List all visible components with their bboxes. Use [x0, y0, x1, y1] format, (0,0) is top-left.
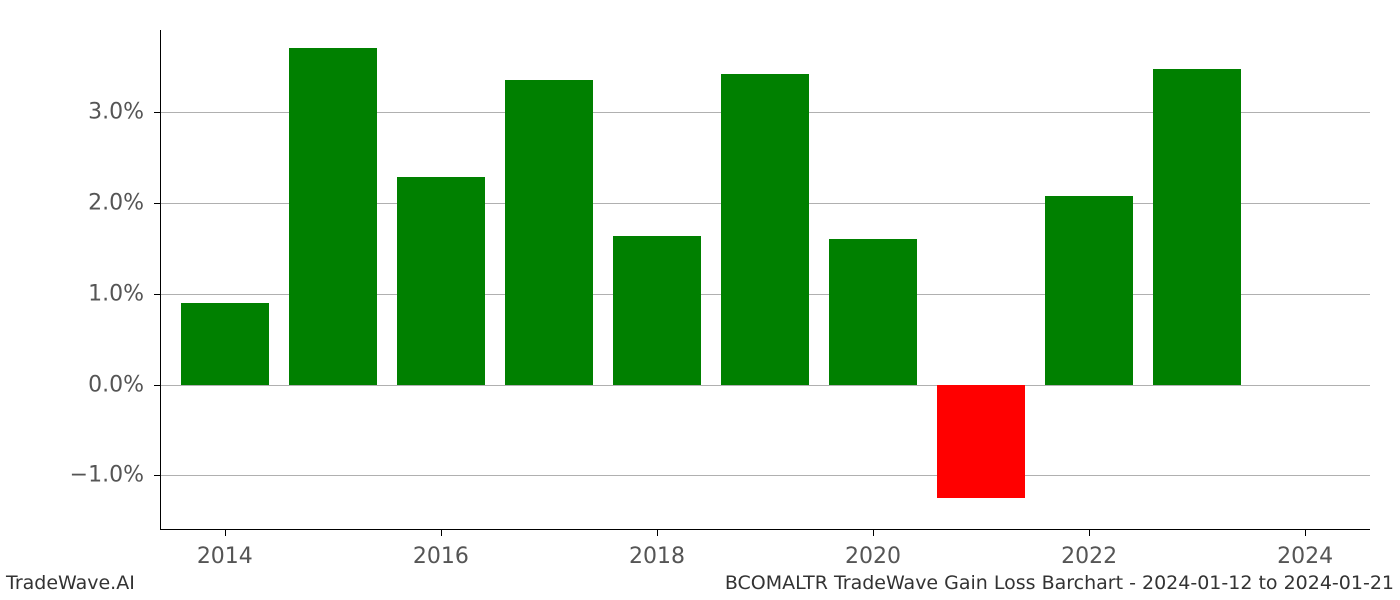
plot-area: −1.0%0.0%1.0%2.0%3.0%2014201620182020202… — [160, 30, 1370, 530]
spine-bottom — [160, 529, 1370, 530]
ytick-label: 1.0% — [88, 281, 160, 306]
bar — [721, 74, 810, 385]
xtick-label: 2014 — [197, 530, 253, 569]
bar — [505, 80, 594, 385]
xtick-label: 2020 — [845, 530, 901, 569]
bar — [289, 48, 378, 384]
gridline — [160, 475, 1370, 476]
bar — [397, 177, 486, 384]
bar — [1045, 196, 1134, 384]
xtick-label: 2024 — [1277, 530, 1333, 569]
bar — [181, 303, 270, 385]
footer-left-text: TradeWave.AI — [6, 572, 135, 594]
xtick-label: 2016 — [413, 530, 469, 569]
xtick-label: 2018 — [629, 530, 685, 569]
bar — [1153, 69, 1242, 384]
bar — [829, 239, 918, 384]
bar — [613, 236, 702, 384]
gridline — [160, 385, 1370, 386]
ytick-label: 3.0% — [88, 99, 160, 124]
chart-container: −1.0% 0.0% 1.0% 2.0% 3.0% 2014 2016 2018 2020 202… — [0, 0, 1400, 600]
ytick-label: 2.0% — [88, 190, 160, 215]
spine-left — [160, 30, 161, 530]
bar — [937, 385, 1026, 499]
ytick-label: −1.0% — [70, 463, 160, 488]
xtick-label: 2022 — [1061, 530, 1117, 569]
footer-right-text: BCOMALTR TradeWave Gain Loss Barchart - … — [725, 572, 1394, 594]
ytick-label: 0.0% — [88, 372, 160, 397]
